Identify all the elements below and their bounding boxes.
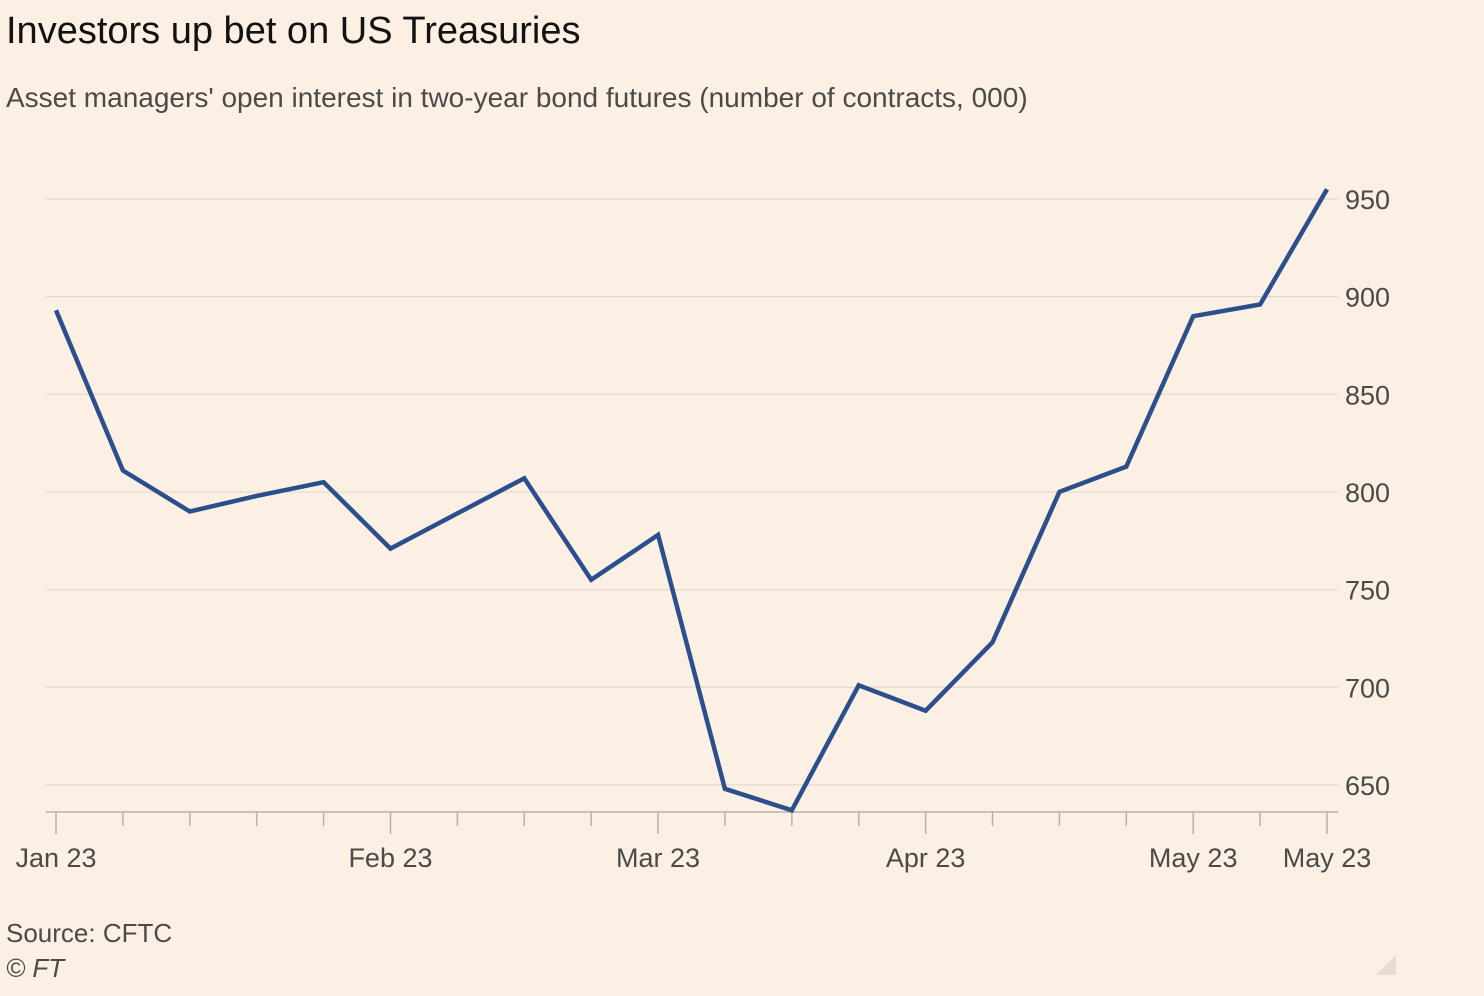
x-tick-label: Feb 23 [348,843,432,873]
y-tick-label: 750 [1345,576,1390,606]
y-tick-label: 900 [1345,283,1390,313]
y-tick-label: 700 [1345,673,1390,703]
chart-title: Investors up bet on US Treasuries [6,10,581,52]
x-tick-label: May 23 [1283,843,1372,873]
x-tick-label: Apr 23 [886,843,966,873]
gridlines [46,198,1338,786]
y-tick-label: 850 [1345,380,1390,410]
series-line [53,188,1329,814]
chart-subtitle: Asset managers' open interest in two-yea… [6,82,1028,113]
x-tick-label: Mar 23 [616,843,700,873]
y-axis: 650 700 750 800 850 900 950 [1345,185,1390,801]
ft-credit: © FT [6,953,65,983]
source-note: Source: CFTC [6,918,173,948]
x-tick-labels: Jan 23 Feb 23 Mar 23 Apr 23 May 23 May 23 [15,843,1371,873]
resize-corner-icon[interactable] [1376,955,1396,975]
y-tick-label: 650 [1345,771,1390,801]
x-tick-label: May 23 [1149,843,1238,873]
x-tick-label: Jan 23 [15,843,96,873]
y-tick-label: 800 [1345,478,1390,508]
y-tick-label: 950 [1345,185,1390,215]
x-axis [46,811,1338,834]
series-layer [53,188,1329,814]
